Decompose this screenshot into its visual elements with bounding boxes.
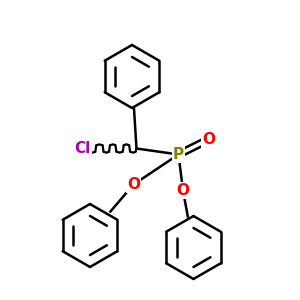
Text: O: O <box>127 177 140 192</box>
Text: P: P <box>173 147 184 162</box>
Text: O: O <box>202 132 215 147</box>
Text: Cl: Cl <box>74 141 91 156</box>
Text: O: O <box>176 183 190 198</box>
